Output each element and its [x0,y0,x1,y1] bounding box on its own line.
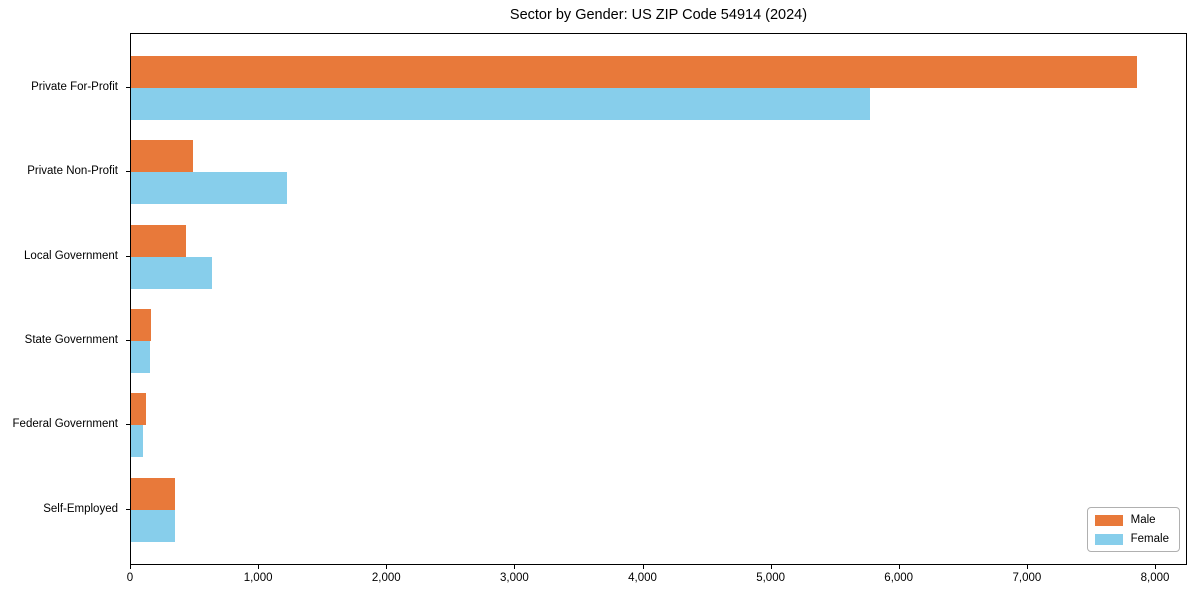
x-tick-mark [1026,565,1028,569]
x-tick-mark [1155,565,1156,569]
legend-entry-female: Female [1094,533,1169,545]
bar-male-self-employed [131,477,176,510]
x-tick-mark [770,565,772,569]
y-tick-mark [126,87,130,88]
y-tick-label-state-government: State Government [24,333,118,346]
bar-female-local-government [131,256,212,289]
plot-area: Male Female [130,33,1187,565]
x-tick-label-3000: 3,000 [500,572,529,584]
bar-male-federal-government [131,393,146,426]
chart-title: Sector by Gender: US ZIP Code 54914 (202… [509,7,808,23]
y-tick-label-private-non-profit: Private Non-Profit [27,165,118,178]
bar-female-federal-government [131,425,144,458]
x-tick-label-6000: 6,000 [884,572,914,584]
legend-swatch-male [1094,514,1123,526]
x-tick-label-8000: 8,000 [1140,572,1170,584]
x-tick-mark [898,565,900,569]
bar-male-private-non-profit [131,140,193,173]
y-tick-mark [126,508,130,510]
x-tick-mark [130,565,131,569]
legend-label-male: Male [1130,514,1156,526]
x-tick-mark [258,565,260,569]
bar-male-local-government [131,224,187,257]
x-tick-label-2000: 2,000 [371,572,401,584]
y-tick-label-local-government: Local Government [24,249,118,262]
bar-male-private-for-profit [131,56,1137,88]
bar-female-state-government [131,340,150,373]
legend-entry-male: Male [1094,514,1169,526]
bar-female-self-employed [131,509,176,542]
bar-male-state-government [131,308,151,341]
y-tick-mark [126,171,130,173]
y-tick-mark [126,424,130,426]
x-tick-label-4000: 4,000 [628,572,657,584]
y-tick-label-federal-government: Federal Government [12,418,118,431]
y-tick-mark [126,255,130,257]
bar-female-private-non-profit [131,172,288,205]
legend: Male Female [1086,507,1180,552]
x-tick-mark [642,565,644,569]
legend-label-female: Female [1130,533,1169,545]
x-tick-label-7000: 7,000 [1012,572,1042,584]
x-tick-label-0: 0 [126,572,134,584]
x-tick-label-5000: 5,000 [756,572,785,584]
x-tick-mark [514,565,516,569]
x-tick-mark [386,565,388,569]
y-tick-label-private-for-profit: Private For-Profit [31,81,118,93]
bar-female-private-for-profit [131,88,871,120]
y-tick-mark [126,339,130,341]
y-tick-label-self-employed: Self-Employed [43,502,118,515]
legend-swatch-female [1094,533,1123,545]
x-tick-label-1000: 1,000 [243,572,273,584]
